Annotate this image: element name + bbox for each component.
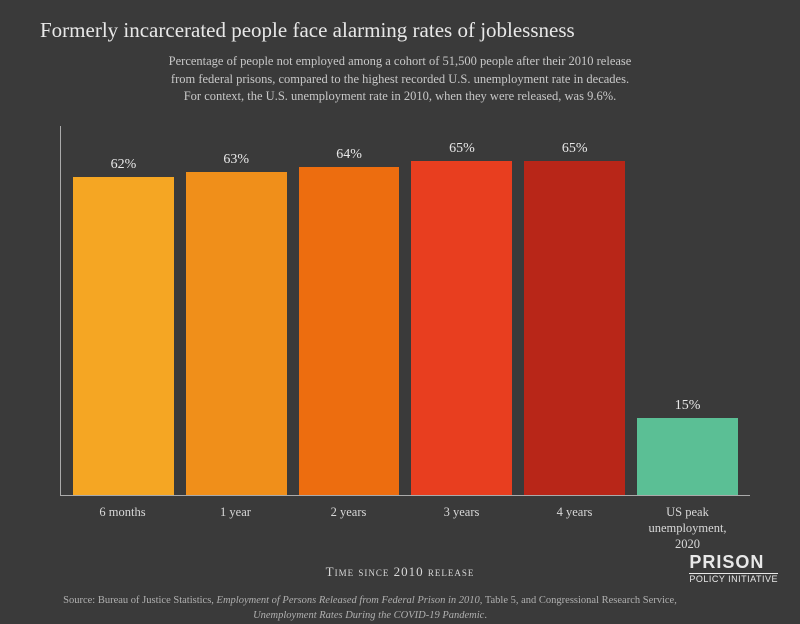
subtitle-line: from federal prisons, compared to the hi… — [171, 72, 629, 86]
chart-subtitle: Percentage of people not employed among … — [40, 53, 760, 106]
bar — [411, 161, 512, 494]
bar-group: 65% — [411, 126, 512, 495]
bars-row: 62% 63% 64% 65% 65% 15% — [61, 126, 750, 495]
x-axis-label: 3 years — [411, 504, 512, 553]
bar — [637, 418, 738, 495]
bar-value-label: 15% — [675, 398, 701, 414]
bar-value-label: 63% — [223, 152, 249, 168]
bar-group: 65% — [524, 126, 625, 495]
bar-value-label: 65% — [562, 141, 588, 157]
chart-container: Formerly incarcerated people face alarmi… — [0, 0, 800, 600]
logo-bottom: POLICY INITIATIVE — [689, 575, 778, 584]
x-axis-label: 4 years — [524, 504, 625, 553]
prison-policy-logo: PRISON POLICY INITIATIVE — [689, 553, 778, 584]
x-axis-label: 1 year — [185, 504, 286, 553]
bar — [524, 161, 625, 494]
chart-title: Formerly incarcerated people face alarmi… — [40, 18, 760, 43]
bar-value-label: 62% — [111, 157, 137, 173]
x-axis-title: Time since 2010 release — [40, 564, 760, 580]
bar — [186, 172, 287, 495]
bar-group: 63% — [186, 126, 287, 495]
bar-value-label: 65% — [449, 141, 475, 157]
bar — [299, 167, 400, 495]
source-citation: Source: Bureau of Justice Statistics, Em… — [40, 594, 760, 623]
bar — [73, 177, 174, 495]
x-axis-labels: 6 months1 year2 years3 years4 yearsUS pe… — [60, 504, 750, 553]
logo-top: PRISON — [689, 553, 778, 574]
bar-group: 15% — [637, 126, 738, 495]
bar-value-label: 64% — [336, 147, 362, 163]
chart-plot-area: 62% 63% 64% 65% 65% 15% — [60, 126, 750, 496]
bar-group: 62% — [73, 126, 174, 495]
x-axis-label: 6 months — [72, 504, 173, 553]
x-axis-label: 2 years — [298, 504, 399, 553]
subtitle-line: For context, the U.S. unemployment rate … — [184, 89, 617, 103]
subtitle-line: Percentage of people not employed among … — [169, 54, 632, 68]
bar-group: 64% — [299, 126, 400, 495]
x-axis-label: US peak unemployment, 2020 — [637, 504, 738, 553]
